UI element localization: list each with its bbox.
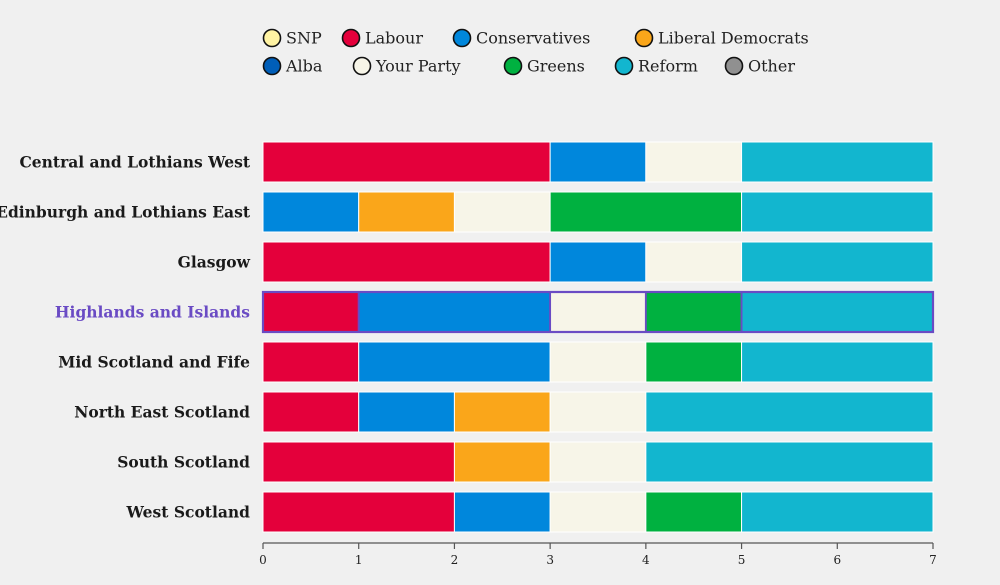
bar-segment-mid-scotland-and-fife-your-party [549, 341, 647, 383]
legend-swatch-your-party [352, 56, 372, 76]
legend-label-conservatives: Conservatives [476, 29, 590, 48]
bar-segment-mid-scotland-and-fife-labour [262, 341, 360, 383]
bar-row-north-east-scotland [262, 391, 934, 433]
bar-segment-south-scotland-liberal-democrats [453, 441, 551, 483]
bars [261, 141, 935, 533]
bar-segment-central-and-lothians-west-labour [262, 141, 551, 183]
legend-item-conservatives: Conservatives [452, 28, 590, 48]
bar-segment-glasgow-your-party [645, 241, 743, 283]
legend-item-greens: Greens [503, 56, 585, 76]
legend-swatch-conservatives [452, 28, 472, 48]
bar-segment-central-and-lothians-west-your-party [645, 141, 743, 183]
bar-segment-central-and-lothians-west-reform [741, 141, 934, 183]
bar-segment-west-scotland-your-party [549, 491, 647, 533]
x-tick-label-0: 0 [259, 553, 267, 567]
legend-item-your-party: Your Party [352, 56, 461, 76]
legend-swatch-greens [503, 56, 523, 76]
bar-segment-south-scotland-your-party [549, 441, 647, 483]
bar-segment-mid-scotland-and-fife-reform [741, 341, 934, 383]
legend-label-greens: Greens [527, 57, 585, 76]
bar-segment-central-and-lothians-west-conservatives [549, 141, 647, 183]
bar-segment-north-east-scotland-conservatives [358, 391, 455, 433]
bar-segment-north-east-scotland-liberal-democrats [453, 391, 551, 433]
legend-item-snp: SNP [262, 28, 322, 48]
bar-segment-north-east-scotland-your-party [549, 391, 647, 433]
legend-item-labour: Labour [341, 28, 423, 48]
bar-segment-west-scotland-labour [262, 491, 455, 533]
bar-segment-highlands-and-islands-labour [262, 291, 360, 333]
region-label-mid-scotland-and-fife: Mid Scotland and Fife [58, 353, 250, 372]
bar-segment-west-scotland-reform [741, 491, 934, 533]
bar-segment-highlands-and-islands-greens [644, 291, 743, 333]
x-tick-label-3: 3 [546, 553, 554, 567]
bar-row-edinburgh-and-lothians-east [262, 191, 934, 233]
bar-segment-edinburgh-and-lothians-east-reform [741, 191, 934, 233]
x-tick-label-1: 1 [355, 553, 363, 567]
bar-segment-north-east-scotland-reform [645, 391, 934, 433]
region-labels: Central and Lothians West Edinburgh and L… [0, 153, 251, 522]
bar-segment-edinburgh-and-lothians-east-liberal-democrats [358, 191, 455, 233]
legend-label-alba: Alba [285, 57, 323, 76]
legend-label-snp: SNP [286, 29, 322, 48]
legend-label-labour: Labour [365, 29, 423, 48]
bar-segment-edinburgh-and-lothians-east-greens [549, 191, 743, 233]
highlight-outline-highlands-and-islands [261, 290, 935, 334]
legend-item-reform: Reform [614, 56, 698, 76]
x-axis: 0 1 2 3 4 5 6 7 [259, 542, 937, 567]
legend-swatch-liberal-democrats [634, 28, 654, 48]
legend-swatch-labour [341, 28, 361, 48]
bar-segment-highlands-and-islands-conservatives [357, 291, 552, 333]
legend-label-your-party: Your Party [375, 57, 461, 76]
bar-segment-glasgow-conservatives [549, 241, 647, 283]
legend: SNP Labour Conservatives Liberal Democrats A… [262, 28, 809, 76]
region-label-highlands-and-islands: Highlands and Islands [55, 303, 250, 322]
bar-segment-glasgow-labour [262, 241, 551, 283]
region-label-central-and-lothians-west: Central and Lothians West [19, 153, 250, 172]
bar-segment-edinburgh-and-lothians-east-your-party [453, 191, 551, 233]
bar-segment-highlands-and-islands-reform [740, 291, 934, 333]
bar-row-mid-scotland-and-fife [262, 341, 934, 383]
bar-row-central-and-lothians-west [262, 141, 934, 183]
region-label-south-scotland: South Scotland [117, 453, 250, 472]
legend-item-liberal-democrats: Liberal Democrats [634, 28, 809, 48]
legend-swatch-alba [262, 56, 282, 76]
bar-segment-west-scotland-greens [645, 491, 743, 533]
bar-row-south-scotland [262, 441, 934, 483]
legend-swatch-snp [262, 28, 282, 48]
bar-segment-south-scotland-labour [262, 441, 455, 483]
region-label-glasgow: Glasgow [178, 253, 251, 272]
region-label-west-scotland: West Scotland [126, 503, 251, 522]
legend-swatch-other [724, 56, 744, 76]
legend-swatch-reform [614, 56, 634, 76]
x-tick-label-7: 7 [929, 553, 937, 567]
bar-segment-mid-scotland-and-fife-conservatives [358, 341, 551, 383]
x-tick-label-6: 6 [833, 553, 841, 567]
x-tick-label-5: 5 [738, 553, 746, 567]
region-label-edinburgh-and-lothians-east: Edinburgh and Lothians East [0, 203, 251, 222]
legend-item-alba: Alba [262, 56, 323, 76]
x-tick-label-2: 2 [451, 553, 459, 567]
bar-segment-west-scotland-conservatives [453, 491, 551, 533]
bar-row-highlands-and-islands [261, 290, 935, 334]
bar-segment-edinburgh-and-lothians-east-conservatives [262, 191, 360, 233]
legend-label-other: Other [748, 57, 795, 76]
bar-segment-glasgow-reform [741, 241, 934, 283]
legend-item-other: Other [724, 56, 795, 76]
legend-label-reform: Reform [638, 57, 698, 76]
bar-row-glasgow [262, 241, 934, 283]
legend-label-liberal-democrats: Liberal Democrats [658, 29, 809, 48]
bar-segment-mid-scotland-and-fife-greens [645, 341, 743, 383]
bar-row-west-scotland [262, 491, 934, 533]
bar-segment-north-east-scotland-labour [262, 391, 360, 433]
bar-segment-south-scotland-reform [645, 441, 934, 483]
bar-segment-highlands-and-islands-your-party [549, 291, 647, 333]
region-label-north-east-scotland: North East Scotland [74, 403, 250, 422]
x-tick-label-4: 4 [642, 553, 650, 567]
